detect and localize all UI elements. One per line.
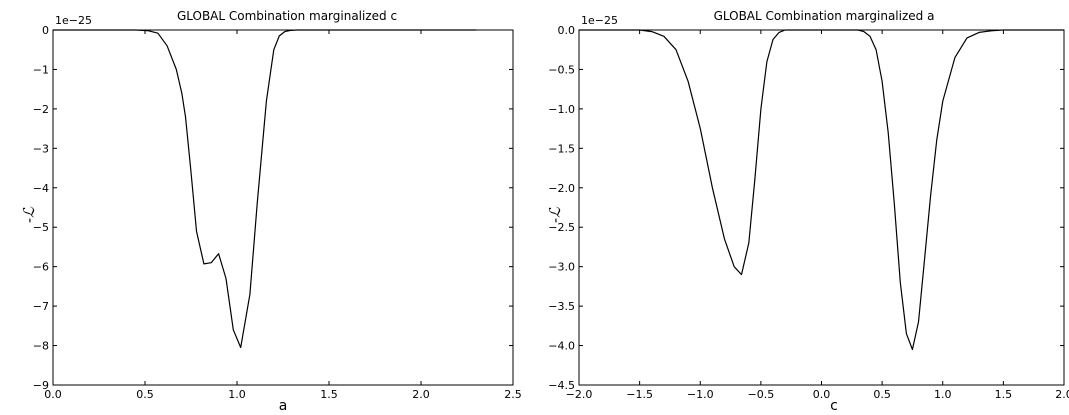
chart-marginalized-a: GLOBAL Combination marginalized a 1e−25 … <box>546 9 1069 414</box>
y-tick-label: −5 <box>33 221 49 234</box>
axes-frame <box>52 29 514 386</box>
x-tick-label: −1.0 <box>687 388 714 401</box>
y-tick-label: −8 <box>33 340 49 353</box>
series-line <box>579 29 1064 351</box>
y-tick-label: −4.5 <box>548 379 575 392</box>
y-tick-label: −0.5 <box>548 63 575 76</box>
y-ticks: 0.0 −0.5 −1.0 −1.5 −2.0 −2.5 −3.0 −3.5 −4.0 −4.5 <box>548 24 1064 392</box>
y-tick-label: −4.0 <box>548 340 575 353</box>
x-tick-label: 1.0 <box>228 388 246 401</box>
y-tick-label: −3.0 <box>548 261 575 274</box>
chart-marginalized-c: GLOBAL Combination marginalized c 1e−25 … <box>20 9 522 414</box>
y-tick-label: −1 <box>33 63 49 76</box>
x-axis-label: a <box>279 398 288 414</box>
x-tick-label: −0.5 <box>748 388 775 401</box>
x-tick-label: 2.5 <box>504 388 522 401</box>
y-axis-label: -ℒ <box>20 206 38 223</box>
x-ticks: 0.0 0.5 1.0 1.5 2.0 2.5 <box>44 30 522 401</box>
x-tick-label: 2.0 <box>1055 388 1069 401</box>
offset-text: 1e−25 <box>581 14 618 27</box>
series-group <box>53 29 477 349</box>
x-tick-label: 0.0 <box>813 388 831 401</box>
y-tick-label: −1.0 <box>548 103 575 116</box>
x-tick-label: 0.5 <box>873 388 891 401</box>
y-tick-label: 0 <box>42 24 49 37</box>
y-tick-label: −2.0 <box>548 182 575 195</box>
x-tick-label: 0.0 <box>44 388 62 401</box>
y-axis-label: -ℒ <box>546 206 564 223</box>
chart-title: GLOBAL Combination marginalized a <box>714 9 935 23</box>
x-tick-label: 1.5 <box>995 388 1013 401</box>
y-tick-label: −6 <box>33 261 49 274</box>
offset-text: 1e−25 <box>55 14 92 27</box>
y-tick-label: −2 <box>33 103 49 116</box>
series-line <box>53 29 477 349</box>
y-tick-label: −3 <box>33 142 49 155</box>
chart-title: GLOBAL Combination marginalized c <box>177 9 397 23</box>
x-tick-label: −2.0 <box>566 388 593 401</box>
y-tick-label: −9 <box>33 379 49 392</box>
x-tick-label: −1.5 <box>626 388 653 401</box>
y-tick-label: −4 <box>33 182 49 195</box>
x-tick-label: 1.5 <box>320 388 338 401</box>
y-tick-label: 0.0 <box>558 24 576 37</box>
y-tick-label: −7 <box>33 300 49 313</box>
series-group <box>579 29 1064 351</box>
y-tick-label: −2.5 <box>548 221 575 234</box>
y-ticks: 0 −1 −2 −3 −4 −5 −6 −7 −8 −9 <box>33 24 513 392</box>
y-tick-label: −3.5 <box>548 300 575 313</box>
x-ticks: −2.0 −1.5 −1.0 −0.5 0.0 0.5 1.0 1.5 2.0 <box>566 30 1069 401</box>
x-axis-label: c <box>830 398 838 414</box>
x-tick-label: 2.0 <box>412 388 430 401</box>
x-tick-label: 0.5 <box>136 388 154 401</box>
y-tick-label: −1.5 <box>548 142 575 155</box>
x-tick-label: 1.0 <box>934 388 952 401</box>
axes-frame <box>578 29 1065 386</box>
